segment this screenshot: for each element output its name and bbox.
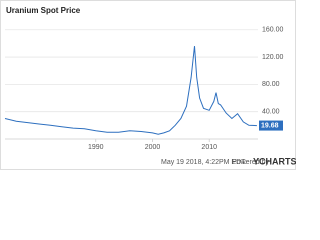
last-value-label: 19.68 <box>261 122 279 129</box>
y-tick-label: 80.00 <box>262 81 280 88</box>
x-tick-label: 1990 <box>88 144 104 151</box>
page: {"chart_data": {"type": "line", "title":… <box>0 0 296 170</box>
x-tick-label: 2010 <box>201 144 217 151</box>
x-tick-label: 2000 <box>145 144 161 151</box>
powered-by: Powered by <box>232 159 269 166</box>
y-tick-label: 160.00 <box>262 27 284 34</box>
last-value-box <box>259 120 283 131</box>
line <box>4 46 257 135</box>
y-tick-label: 40.00 <box>262 109 280 116</box>
chart: Uranium Spot Price May 19 2018, 4:22PM E… <box>0 0 296 170</box>
y-tick-label: 120.00 <box>262 54 284 61</box>
timestamp: May 19 2018, 4:22PM EDT. <box>161 159 247 166</box>
brand: YCHARTS <box>253 156 296 166</box>
chart-title: Uranium Spot Price <box>6 6 81 15</box>
frame <box>0 0 296 170</box>
